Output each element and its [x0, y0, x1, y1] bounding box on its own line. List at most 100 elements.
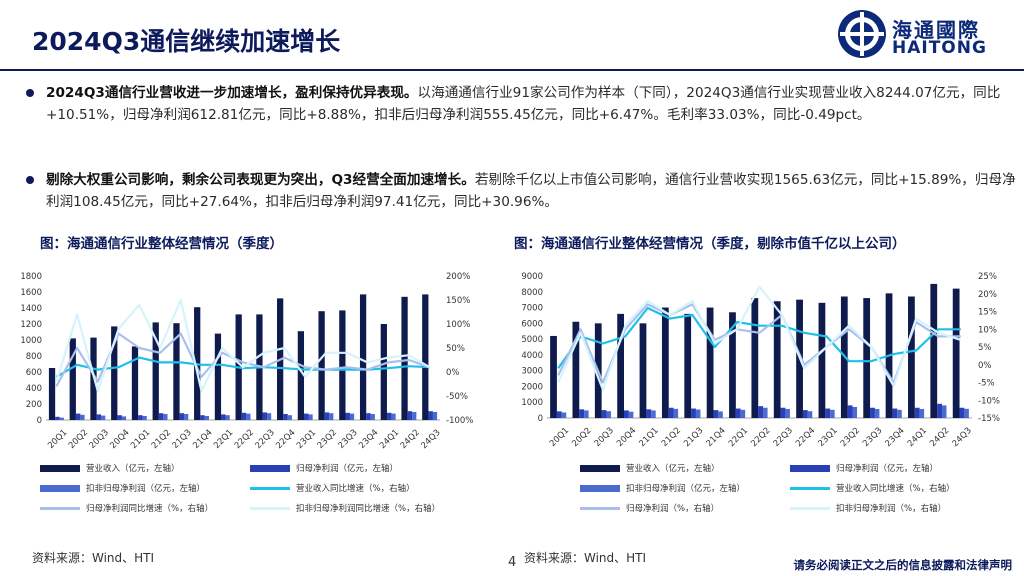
y-right-tick-label: 5%	[978, 343, 992, 353]
bar	[55, 416, 60, 420]
bullet-2-text: 若剔除千亿以上市值公司影响，通信行业营收实现1565.63亿元，同比+15.89…	[46, 172, 1016, 210]
y-right-tick-label: -15%	[978, 414, 1000, 424]
legend-label: 扣非归母净利润（%，右轴）	[836, 504, 947, 514]
x-tick-label: 21Q4	[191, 428, 214, 451]
y-left-tick-label: 1800	[20, 272, 42, 282]
bar	[718, 411, 723, 418]
x-tick-label: 22Q3	[772, 426, 795, 449]
bar	[138, 415, 143, 420]
y-right-tick-label: -50%	[446, 392, 468, 402]
bar	[200, 415, 205, 420]
legend-item: 扣非归母净利润（%，右轴）	[790, 502, 946, 514]
bar	[735, 408, 741, 418]
bar	[550, 335, 557, 418]
bar	[941, 405, 947, 418]
bar	[758, 406, 764, 418]
bar	[131, 346, 139, 420]
x-tick-label: 23Q4	[357, 428, 380, 451]
legend-item: 营业收入同比增速（%，右轴）	[250, 482, 415, 494]
bar	[863, 298, 871, 418]
bar	[661, 307, 669, 418]
legend-item: 扣非归母净利润（亿元，左轴）	[40, 482, 205, 494]
y-right-tick-label: 0%	[446, 368, 460, 378]
bar	[729, 312, 736, 418]
bar	[561, 412, 567, 418]
bar	[359, 294, 367, 420]
y-left-tick-label: 7000	[521, 304, 543, 314]
y-left-tick-label: 1200	[20, 320, 42, 330]
bar	[287, 415, 292, 420]
bar	[75, 413, 81, 420]
x-tick-label: 24Q2	[928, 426, 951, 449]
y-right-tick-label: 15%	[978, 308, 997, 318]
bar	[386, 412, 392, 420]
x-tick-label: 21Q1	[129, 428, 152, 451]
legend-swatch	[580, 484, 620, 492]
y-right-tick-label: 200%	[446, 272, 470, 282]
bar	[874, 409, 880, 418]
bullet-dot-icon	[26, 89, 34, 97]
legend-label: 归母净利润同比增速（%，右轴）	[86, 504, 214, 514]
chart-2: 0 1000 2000 3000 4000 5000 6000 7000 8000 9000 -15…	[521, 272, 1000, 449]
legend-swatch	[790, 506, 830, 510]
legend-swatch	[790, 464, 830, 472]
bar	[304, 413, 309, 420]
y-right-tick-label: 25%	[978, 272, 997, 282]
bar	[158, 413, 164, 420]
legend-item: 归母净利润（亿元，左轴）	[250, 462, 398, 474]
bar	[914, 407, 920, 418]
bullet-dot-icon	[26, 176, 34, 184]
y-right-tick-label: 0%	[978, 361, 992, 371]
x-tick-label: 22Q1	[727, 426, 750, 449]
legend-swatch	[40, 506, 80, 510]
legend-label: 营业收入（亿元，左轴）	[626, 464, 720, 474]
chart-1-title: 图：海通通信行业整体经营情况（季度）	[40, 236, 283, 252]
bar	[830, 409, 835, 418]
bar	[624, 410, 629, 418]
legend-swatch	[790, 486, 830, 490]
y-left-tick-label: 1000	[20, 336, 42, 346]
x-tick-label: 20Q4	[615, 426, 638, 449]
y-left-tick-label: 0	[37, 416, 42, 426]
bar	[401, 296, 408, 420]
x-tick-label: 24Q2	[399, 428, 422, 451]
bar	[572, 321, 580, 418]
legend-swatch	[250, 506, 290, 510]
bar	[807, 411, 813, 418]
bar	[283, 414, 288, 420]
bar	[684, 313, 692, 418]
x-tick-label: 23Q3	[336, 428, 359, 451]
x-tick-label: 21Q2	[660, 426, 683, 449]
bar	[422, 294, 429, 420]
bar	[329, 413, 334, 420]
legend-label: 归母净利润（亿元，左轴）	[296, 464, 399, 474]
logo-text-en: HAITONG	[892, 38, 987, 58]
series-line	[55, 298, 431, 393]
bar	[370, 414, 375, 420]
legend-label: 扣非归母净利润同比增速（%，右轴）	[296, 504, 441, 514]
bar	[773, 301, 781, 418]
x-tick-label: 21Q3	[682, 426, 705, 449]
y-right-tick-label: 10%	[978, 325, 997, 335]
bar	[267, 413, 272, 420]
bullet-1: 2024Q3通信行业营收进一步加速增长，盈利保持优异表现。以海通通信行业91家公…	[26, 82, 1016, 126]
x-tick-label: 23Q1	[295, 428, 318, 451]
x-tick-label: 20Q1	[548, 426, 571, 449]
y-right-tick-label: 150%	[446, 296, 470, 306]
bar	[262, 412, 268, 420]
bar	[556, 411, 562, 418]
bar	[142, 416, 147, 420]
x-tick-label: 22Q4	[794, 426, 817, 449]
x-tick-label: 20Q3	[88, 428, 111, 451]
bar	[870, 407, 875, 418]
series-line	[557, 285, 962, 391]
bar	[668, 407, 674, 418]
bar	[214, 333, 222, 420]
legend-swatch	[250, 486, 290, 490]
legend-item: 扣非归母净利润同比增速（%，右轴）	[250, 502, 440, 514]
disclaimer: 请务必阅读正文之后的信息披露和法律声明	[793, 558, 1013, 572]
x-tick-label: 24Q1	[906, 426, 929, 449]
x-tick-label: 22Q4	[274, 428, 297, 451]
legend-item: 营业收入同比增速（%，右轴）	[790, 482, 955, 494]
bar	[345, 412, 350, 420]
